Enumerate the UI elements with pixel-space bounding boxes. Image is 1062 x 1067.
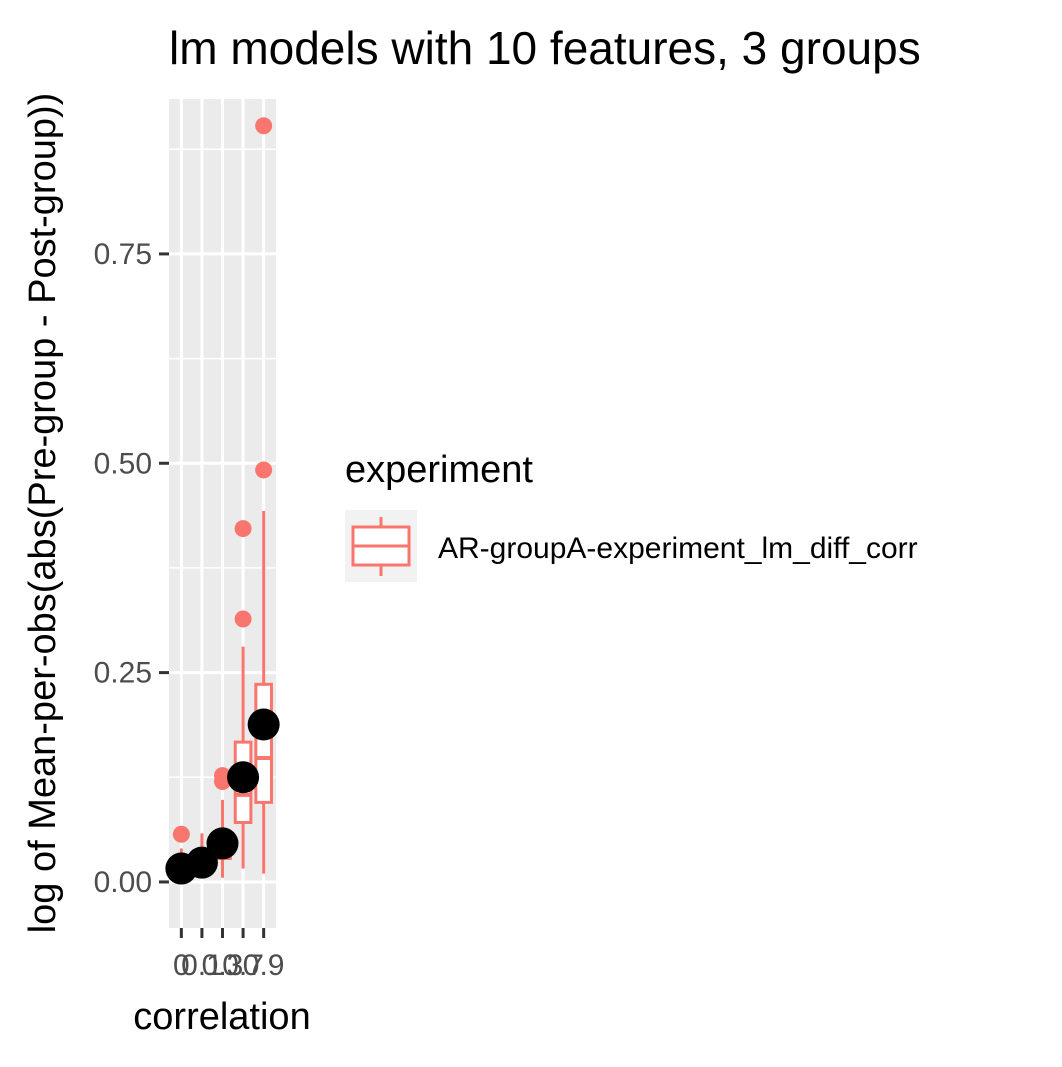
outlier-points (172, 117, 273, 843)
x-tick-label: 0.3 (202, 949, 244, 982)
x-axis-label: correlation (133, 996, 310, 1038)
x-tick-label: 0 (173, 949, 190, 982)
box-iqr (254, 682, 273, 804)
legend-title: experiment (345, 449, 533, 491)
legend: experiment AR-groupA-experiment_lm_diff_… (345, 449, 918, 582)
outlier-point (255, 461, 273, 479)
y-tick-label: 0.25 (94, 657, 152, 690)
chart-title: lm models with 10 features, 3 groups (169, 22, 921, 74)
legend-entry-label: AR-groupA-experiment_lm_diff_corr (438, 532, 918, 565)
y-tick-label: 0.00 (94, 866, 152, 899)
mean-point (206, 827, 239, 860)
outlier-point (172, 825, 190, 843)
y-axis: 0.00 0.25 0.50 0.75 (94, 238, 169, 899)
x-axis: 00.10.30.70.9 (173, 928, 285, 982)
x-tick-label: 0.9 (243, 949, 285, 982)
mean-point (185, 846, 218, 879)
outlier-point (255, 117, 273, 135)
legend-entry: AR-groupA-experiment_lm_diff_corr (345, 510, 918, 582)
outlier-point (214, 767, 231, 785)
mean-point (227, 761, 260, 794)
mean-point (247, 708, 280, 741)
y-tick-label: 0.50 (94, 447, 152, 480)
y-axis-label: log of Mean-per-obs(abs(Pre-group - Post… (22, 93, 64, 934)
outlier-point (234, 520, 252, 538)
mean-points (165, 708, 280, 885)
x-tick-label: 0.7 (222, 949, 264, 982)
outlier-point (234, 610, 252, 628)
x-tick-label: 0.1 (181, 949, 223, 982)
y-tick-label: 0.75 (94, 238, 152, 271)
